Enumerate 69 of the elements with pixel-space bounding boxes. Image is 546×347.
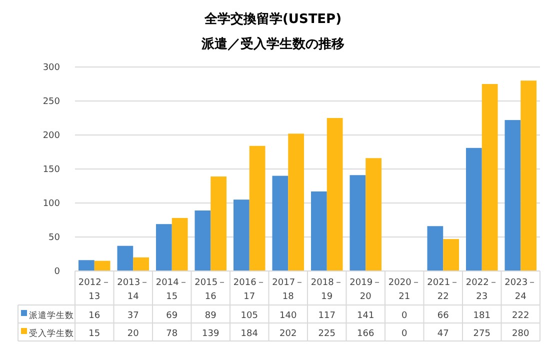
x-tick-label: 2012－13 [78,278,110,302]
bar [117,246,134,271]
bar [443,239,460,271]
x-tick-label: 2021－22 [427,278,460,302]
bar [210,176,227,271]
x-tick-label: 2023－24 [504,278,537,302]
bar [233,200,250,271]
x-tick-label: 2019－20 [350,278,382,302]
chart-subtitle: 派遣／受入学生数の推移 [200,36,344,52]
bar [156,224,172,271]
y-tick-label: 300 [42,62,60,73]
x-tick-label: 2016－17 [233,278,266,302]
x-tick-label: 2017－18 [272,278,304,302]
data-label: 275 [473,329,490,339]
data-label: 225 [318,329,336,339]
data-label: 222 [512,311,530,321]
bar [94,260,110,271]
data-label: 0 [402,329,408,339]
y-tick-label: 0 [54,266,60,277]
data-label: 202 [280,329,297,339]
data-label: 16 [88,311,100,321]
data-label: 141 [357,311,374,321]
legend-label: 派遣学生数 [29,310,74,321]
bar [249,146,266,271]
data-label: 117 [318,311,336,321]
data-label: 181 [473,311,490,321]
bar [310,191,327,271]
bar [427,226,444,271]
x-tick-label: 2014－15 [156,278,188,302]
data-label: 166 [357,329,374,339]
y-tick-label: 150 [42,164,60,175]
x-tick-label: 2020－21 [388,278,420,302]
bar [194,210,211,271]
data-label: 37 [127,311,139,321]
data-label: 78 [166,329,178,339]
bar [272,176,288,271]
bar [172,218,188,271]
data-label: 66 [437,311,450,321]
x-tick-label: 2013－14 [117,278,150,302]
data-label: 47 [437,329,449,339]
data-label: 184 [240,329,258,339]
y-tick-label: 50 [48,232,60,243]
bar [504,120,521,271]
bar [482,84,498,271]
data-label: 139 [202,329,220,339]
y-tick-label: 250 [42,96,60,107]
x-tick-label: 2018－19 [310,278,343,302]
data-label: 20 [127,329,140,339]
data-label: 69 [166,311,178,321]
legend-label: 受入学生数 [29,328,74,339]
chart-title: 全学交換留学(USTEP) [203,11,342,27]
bar [288,134,304,271]
bar [133,257,150,271]
x-tick-label: 2015－16 [194,278,227,302]
data-label: 140 [280,311,297,321]
bar [326,118,343,271]
bar [350,175,366,271]
y-tick-label: 200 [42,130,60,141]
bar [78,260,94,271]
data-label: 0 [402,311,408,321]
bar [466,148,482,271]
bar [366,158,382,271]
data-label: 280 [512,329,530,339]
data-label: 15 [88,329,100,339]
data-label: 105 [240,311,258,321]
bar [520,80,537,271]
x-tick-label: 2022－23 [466,278,498,302]
data-label: 89 [204,311,217,321]
y-tick-label: 100 [42,198,60,209]
